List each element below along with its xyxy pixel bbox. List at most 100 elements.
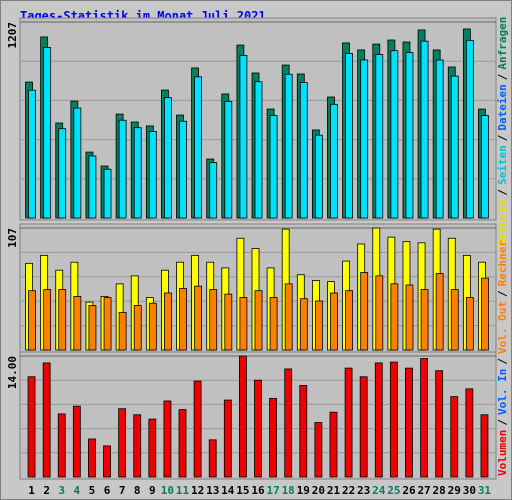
bar: [284, 73, 293, 219]
x-tick-label: 25: [387, 484, 400, 497]
bar: [345, 53, 353, 219]
y-tick-label: 107: [6, 228, 19, 248]
bar: [390, 283, 399, 351]
bar: [374, 362, 383, 478]
legend-entry: Volumen: [496, 430, 509, 476]
x-tick-label: 24: [372, 484, 386, 497]
bar: [194, 76, 203, 219]
bar: [284, 283, 293, 351]
bar: [224, 293, 233, 351]
bar: [163, 400, 172, 478]
bar: [481, 277, 489, 351]
legend: Volumen / Vol. In / Vol. Out / Rechner: [496, 240, 509, 476]
legend-separator: /: [496, 73, 509, 80]
x-tick-label: 26: [402, 484, 416, 497]
bar: [208, 439, 217, 478]
x-tick-label: 4: [74, 484, 81, 497]
bar: [435, 370, 444, 478]
bar: [375, 54, 384, 219]
legend-entry: Dateien: [496, 84, 509, 130]
bar: [103, 168, 112, 219]
bar: [254, 290, 263, 351]
bar: [435, 59, 444, 219]
bar: [194, 285, 203, 351]
x-tick-label: 30: [463, 484, 476, 497]
bar: [299, 298, 308, 351]
legend-entry: Seiten: [496, 145, 509, 185]
x-tick-label: 27: [417, 484, 430, 497]
bar: [465, 388, 474, 478]
bar: [178, 409, 187, 478]
bar: [405, 52, 414, 219]
bar: [43, 289, 52, 351]
x-tick-label: 20: [312, 484, 325, 497]
bar: [193, 380, 202, 478]
bar: [88, 305, 97, 351]
legend-separator: /: [496, 358, 509, 365]
bar: [179, 288, 187, 351]
bar: [329, 411, 338, 478]
bar: [420, 40, 429, 219]
x-tick-label: 5: [89, 484, 96, 497]
bar: [27, 376, 36, 478]
x-tick-label: 21: [327, 484, 341, 497]
bar: [465, 297, 474, 351]
x-tick-label: 13: [206, 484, 219, 497]
bar: [481, 115, 489, 219]
bar: [360, 272, 369, 351]
bar: [345, 290, 353, 351]
bar: [73, 107, 82, 219]
x-tick-label: 2: [43, 484, 50, 497]
legend-separator: /: [496, 290, 509, 297]
bar: [209, 289, 218, 351]
bar: [450, 396, 459, 478]
bar: [359, 376, 368, 478]
x-tick-label: 15: [236, 484, 249, 497]
bar: [390, 50, 399, 219]
x-tick-label: 12: [191, 484, 204, 497]
bar: [269, 115, 278, 219]
bar: [73, 296, 82, 351]
bar: [239, 297, 248, 351]
legend-separator: /: [496, 189, 509, 196]
legend-entry: Vol. In: [496, 369, 509, 415]
bar: [314, 300, 323, 351]
bar: [224, 101, 233, 219]
bar: [28, 290, 36, 351]
x-tick-label: 3: [58, 484, 65, 497]
bar: [88, 438, 96, 478]
bar: [223, 399, 232, 478]
x-tick-label: 17: [266, 484, 279, 497]
bar: [330, 103, 338, 219]
bar: [148, 418, 157, 478]
bar: [164, 97, 172, 219]
x-tick-label: 29: [448, 484, 461, 497]
bar: [344, 367, 353, 478]
bar: [133, 305, 142, 351]
x-tick-label: 18: [282, 484, 295, 497]
y-tick-label: 1207: [6, 22, 19, 49]
x-tick-label: 8: [134, 484, 141, 497]
x-tick-label: 1: [28, 484, 35, 497]
bar: [57, 413, 66, 478]
bar: [284, 368, 293, 478]
bar: [360, 59, 369, 219]
legend-separator: /: [496, 134, 509, 141]
bar: [58, 289, 67, 351]
x-tick-label: 9: [149, 484, 156, 497]
bar: [254, 379, 262, 478]
bar: [405, 367, 413, 478]
bar: [72, 405, 81, 478]
x-tick-label: 7: [119, 484, 126, 497]
bar: [254, 81, 263, 219]
legend-entry: Besuche: [496, 199, 509, 246]
x-tick-label: 23: [357, 484, 370, 497]
bar: [314, 422, 323, 478]
bar: [118, 311, 127, 351]
legend-separator: /: [496, 419, 509, 426]
bar: [118, 119, 127, 219]
x-tick-label: 14: [221, 484, 235, 497]
bar: [330, 292, 338, 351]
bar: [405, 284, 414, 351]
bar: [269, 397, 277, 478]
